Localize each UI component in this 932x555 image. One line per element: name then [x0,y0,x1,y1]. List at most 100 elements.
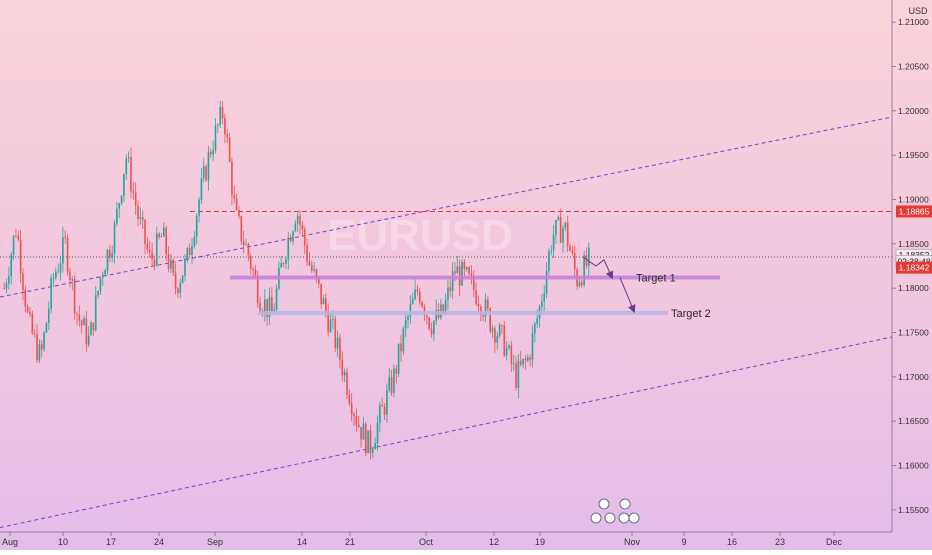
candle-body [522,358,524,365]
candle-body [353,414,355,417]
candle-body [191,245,193,256]
candle-body [249,255,252,269]
candle-body [449,287,452,292]
candle-body [47,308,50,324]
candle-body [588,247,590,266]
price-tick-label: 1.17500 [898,328,929,338]
time-axis[interactable]: Aug 10 17 24 Sep 14 21 Oct 12 19 Nov 9 16 23 Dec [2,532,843,547]
time-tick-label: 12 [489,537,499,547]
candle-body [50,277,52,309]
candle-body [64,236,67,238]
candle-body [231,161,233,196]
candle-body [362,423,365,440]
time-tick-label: 9 [681,537,686,547]
candle-body [379,405,381,423]
candle-body [97,291,99,296]
svg-text:1.18865: 1.18865 [899,206,930,216]
target-2-zone[interactable] [258,310,668,315]
candle-body [400,343,402,352]
svg-text:02:38:48: 02:38:48 [897,256,930,266]
event-flag-icon[interactable] [618,512,630,524]
candle-body [200,178,203,200]
candle-body [116,208,118,224]
event-flag-icon[interactable] [619,498,631,510]
price-tick-label: 1.18000 [898,283,929,293]
candle-body [85,318,88,345]
candle-body [153,259,156,266]
candle-body [170,259,172,269]
candle-body [130,157,132,192]
candle-body [541,301,543,307]
candle-body [238,209,240,217]
price-tick-label: 1.18500 [898,239,929,249]
candle-body [517,360,520,388]
candle-body [155,233,158,266]
candle-body [146,244,149,250]
candle-body [468,267,470,274]
candle-body [442,304,445,314]
candle-body [571,250,574,254]
time-tick-label: Nov [624,537,641,547]
candle-body [184,258,186,276]
candle-body [59,263,62,272]
candle-body [510,345,513,364]
candle-body [245,244,247,246]
candle-body [226,134,229,138]
candle-body [428,317,430,329]
candle-body [78,314,81,321]
candle-body [313,269,315,271]
candle-body [233,195,236,199]
candle-body [221,107,224,119]
candle-body [508,345,510,349]
time-tick-label: Oct [419,537,434,547]
level-lines [0,210,892,258]
candle-body [179,283,182,293]
channel-upper-line[interactable] [0,116,893,298]
candle-body [350,403,353,415]
candle-body [104,270,106,275]
candle-body [393,368,395,393]
candle-body [454,271,456,274]
event-flag-icon[interactable] [628,512,640,524]
candle-body [209,152,212,155]
time-tick-label: Dec [826,537,843,547]
candle-body [163,227,165,237]
candle-body [545,271,548,294]
candle-body [550,250,553,252]
candle-body [12,235,15,255]
channel-lower-line[interactable] [0,336,893,529]
price-axis[interactable]: 1.15500 1.16000 1.16500 1.17000 1.17500 1.180… [892,17,929,515]
candle-body [433,320,435,335]
candle-body [322,298,325,305]
candle-body [329,319,332,333]
economic-event-markers[interactable] [590,498,640,524]
target-1-zone[interactable] [230,275,720,280]
candles [3,100,590,460]
candle-body [160,236,163,238]
candle-body [489,308,492,332]
event-flag-icon[interactable] [590,512,602,524]
candle-body [414,289,416,300]
candle-body [193,236,196,246]
candle-body [294,223,297,232]
candle-body [557,217,560,221]
event-flag-icon[interactable] [604,512,616,524]
event-flag-icon[interactable] [598,498,610,510]
candle-body [327,311,330,333]
candle-body [144,219,146,245]
candle-body [94,295,97,331]
candle-body [301,224,304,230]
price-tick-label: 1.16000 [898,461,929,471]
candle-body [109,249,111,258]
badge-red: 1.18342 [896,261,932,274]
candle-body [33,333,36,335]
candle-body [371,449,374,453]
candle-body [287,237,290,260]
candle-body [411,299,414,305]
candle-body [181,275,184,284]
candle-body [247,244,250,256]
candle-body [461,261,463,286]
candle-body [569,246,571,251]
candle-body [26,306,29,312]
